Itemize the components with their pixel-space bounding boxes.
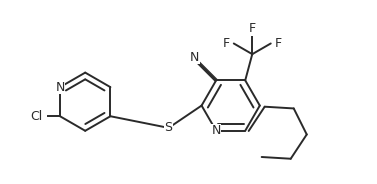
Text: N: N: [190, 51, 199, 63]
Text: N: N: [211, 124, 221, 137]
Text: F: F: [249, 22, 256, 36]
Text: S: S: [165, 121, 173, 134]
Text: F: F: [274, 37, 282, 50]
Text: Cl: Cl: [30, 110, 43, 123]
Text: N: N: [55, 81, 65, 94]
Text: F: F: [223, 37, 230, 50]
